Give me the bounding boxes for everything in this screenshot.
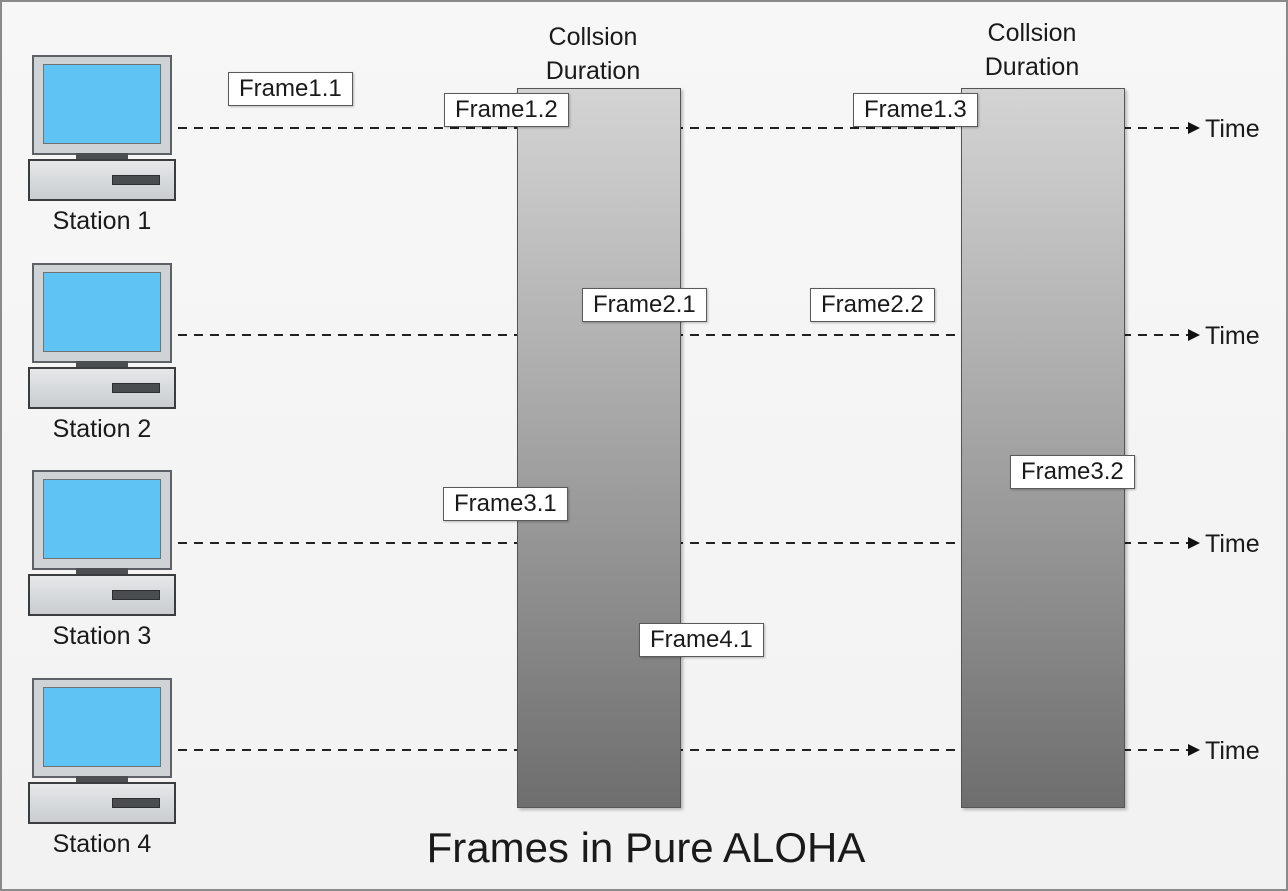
time-label-1: Time [1205, 115, 1260, 143]
collision-duration-1 [517, 88, 681, 808]
frame-1-2: Frame1.2 [444, 93, 569, 127]
monitor-icon [32, 678, 172, 778]
station-label: Station 3 [52, 622, 152, 650]
computer-base-icon [28, 159, 176, 201]
monitor-icon [32, 263, 172, 363]
computer-base-icon [28, 367, 176, 409]
frame-2-1: Frame2.1 [582, 288, 707, 322]
frame-3-1: Frame3.1 [443, 487, 568, 521]
time-label-4: Time [1205, 737, 1260, 765]
frame-3-2: Frame3.2 [1010, 455, 1135, 489]
collision-label-1: Collsion Duration [545, 23, 641, 85]
time-label-3: Time [1205, 530, 1260, 558]
station-1: Station 1 [28, 55, 178, 245]
station-label: Station 2 [52, 415, 152, 443]
station-label: Station 1 [52, 207, 152, 235]
station-4: Station 4 [28, 678, 178, 868]
station-3: Station 3 [28, 470, 178, 660]
collision-duration-2 [961, 88, 1125, 808]
frame-2-2: Frame2.2 [810, 288, 935, 322]
station-2: Station 2 [28, 263, 178, 453]
computer-base-icon [28, 782, 176, 824]
diagram-title: Frames in Pure ALOHA [426, 824, 866, 871]
monitor-icon [32, 55, 172, 155]
frame-1-3: Frame1.3 [853, 93, 978, 127]
collision-label-2: Collsion Duration [984, 19, 1080, 81]
time-label-2: Time [1205, 322, 1260, 350]
frame-1-1: Frame1.1 [228, 72, 353, 106]
monitor-icon [32, 470, 172, 570]
frame-4-1: Frame4.1 [639, 623, 764, 657]
station-label: Station 4 [52, 830, 152, 858]
computer-base-icon [28, 574, 176, 616]
